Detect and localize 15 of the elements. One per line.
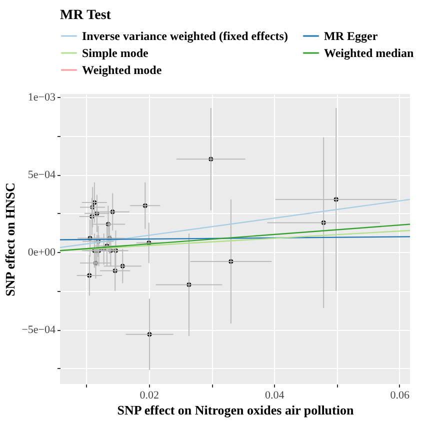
legend-label: Inverse variance weighted (fixed effects)	[82, 29, 288, 43]
legend-label: Simple mode	[82, 46, 150, 60]
x-tick-label: 0.02	[140, 390, 160, 402]
x-tick-label: 0.06	[390, 390, 410, 402]
legend-label: Weighted mode	[82, 63, 162, 77]
y-tick-label: −5e−04	[22, 324, 56, 336]
legend-title: MR Test	[60, 8, 112, 23]
y-axis-title: SNP effect on HNSC	[2, 182, 18, 296]
y-tick-label: 1e−03	[28, 92, 56, 104]
y-tick-label: 0e+00	[28, 246, 56, 259]
y-tick-label: 5e−04	[28, 169, 56, 182]
x-axis-title: SNP effect on Nitrogen oxides air pollution	[117, 402, 354, 418]
legend-label: MR Egger	[324, 29, 378, 43]
legend-label: Weighted median	[324, 46, 414, 60]
x-tick-label: 0.04	[265, 390, 285, 402]
